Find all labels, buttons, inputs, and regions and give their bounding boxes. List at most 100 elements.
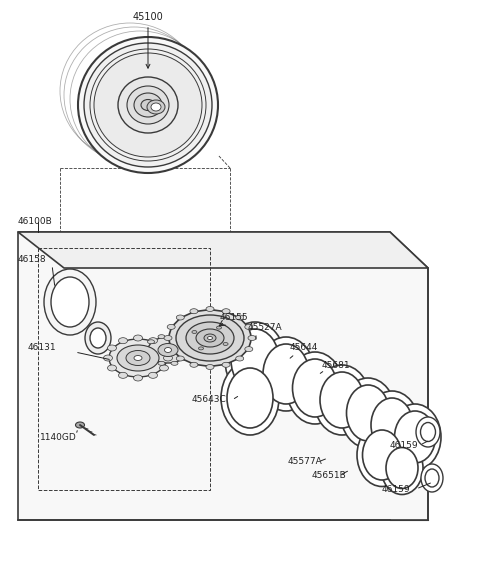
Ellipse shape bbox=[196, 329, 224, 347]
Ellipse shape bbox=[119, 338, 128, 344]
Ellipse shape bbox=[347, 385, 389, 441]
Ellipse shape bbox=[147, 100, 165, 114]
Ellipse shape bbox=[133, 375, 143, 381]
Ellipse shape bbox=[257, 337, 315, 411]
Ellipse shape bbox=[119, 372, 128, 379]
Ellipse shape bbox=[94, 53, 202, 157]
Ellipse shape bbox=[78, 37, 218, 173]
Ellipse shape bbox=[90, 49, 206, 161]
Ellipse shape bbox=[144, 348, 151, 352]
Ellipse shape bbox=[287, 352, 344, 424]
Ellipse shape bbox=[141, 99, 155, 110]
Ellipse shape bbox=[151, 103, 161, 111]
Polygon shape bbox=[18, 232, 428, 520]
Ellipse shape bbox=[164, 355, 172, 361]
Ellipse shape bbox=[147, 356, 155, 360]
Ellipse shape bbox=[148, 372, 157, 379]
Ellipse shape bbox=[127, 86, 169, 124]
Text: 45651B: 45651B bbox=[312, 472, 347, 480]
Ellipse shape bbox=[395, 411, 435, 463]
Ellipse shape bbox=[421, 464, 443, 492]
Ellipse shape bbox=[386, 447, 418, 488]
Text: 45527A: 45527A bbox=[248, 324, 283, 332]
Ellipse shape bbox=[51, 277, 89, 327]
Ellipse shape bbox=[192, 331, 197, 334]
Ellipse shape bbox=[206, 365, 214, 369]
Ellipse shape bbox=[292, 359, 337, 417]
Text: 45681: 45681 bbox=[322, 361, 350, 370]
Ellipse shape bbox=[176, 315, 184, 320]
Ellipse shape bbox=[159, 365, 168, 371]
Ellipse shape bbox=[236, 315, 244, 320]
Ellipse shape bbox=[118, 77, 178, 133]
Text: 1140GD: 1140GD bbox=[40, 434, 77, 443]
Ellipse shape bbox=[44, 269, 96, 335]
Text: 46159: 46159 bbox=[382, 486, 410, 495]
Ellipse shape bbox=[85, 322, 111, 354]
Ellipse shape bbox=[420, 423, 435, 442]
Text: 45100: 45100 bbox=[132, 12, 163, 68]
Ellipse shape bbox=[158, 335, 165, 339]
Ellipse shape bbox=[90, 328, 106, 348]
Ellipse shape bbox=[148, 337, 188, 363]
Ellipse shape bbox=[225, 322, 285, 398]
Ellipse shape bbox=[204, 334, 216, 342]
Ellipse shape bbox=[167, 347, 175, 351]
Ellipse shape bbox=[222, 309, 230, 314]
Ellipse shape bbox=[222, 362, 230, 367]
Ellipse shape bbox=[236, 356, 244, 361]
Ellipse shape bbox=[227, 368, 273, 428]
Ellipse shape bbox=[84, 43, 212, 167]
Text: 46159: 46159 bbox=[390, 442, 419, 450]
Ellipse shape bbox=[117, 345, 159, 371]
Ellipse shape bbox=[159, 345, 168, 351]
Ellipse shape bbox=[263, 344, 309, 404]
Ellipse shape bbox=[134, 93, 162, 117]
Ellipse shape bbox=[245, 347, 253, 351]
Ellipse shape bbox=[365, 391, 419, 459]
Ellipse shape bbox=[216, 326, 221, 329]
Ellipse shape bbox=[181, 340, 189, 344]
Ellipse shape bbox=[231, 329, 279, 391]
Ellipse shape bbox=[340, 378, 396, 448]
Ellipse shape bbox=[171, 361, 178, 365]
Ellipse shape bbox=[133, 335, 143, 341]
Ellipse shape bbox=[109, 339, 167, 377]
Ellipse shape bbox=[381, 442, 423, 495]
Ellipse shape bbox=[164, 335, 172, 340]
Ellipse shape bbox=[416, 417, 440, 447]
Ellipse shape bbox=[158, 361, 165, 365]
Ellipse shape bbox=[223, 343, 228, 346]
Ellipse shape bbox=[167, 324, 175, 329]
Ellipse shape bbox=[181, 356, 189, 360]
Text: 46100B: 46100B bbox=[18, 217, 53, 227]
Ellipse shape bbox=[389, 404, 441, 470]
Ellipse shape bbox=[126, 350, 150, 365]
Ellipse shape bbox=[425, 469, 439, 487]
Ellipse shape bbox=[147, 340, 155, 344]
Ellipse shape bbox=[190, 362, 198, 367]
Ellipse shape bbox=[134, 355, 142, 361]
Ellipse shape bbox=[207, 336, 213, 339]
Text: 45643C: 45643C bbox=[192, 395, 227, 405]
Ellipse shape bbox=[176, 315, 244, 361]
Text: 45644: 45644 bbox=[290, 343, 318, 353]
Text: 46158: 46158 bbox=[18, 255, 47, 265]
Ellipse shape bbox=[108, 345, 117, 351]
Ellipse shape bbox=[176, 356, 184, 361]
Ellipse shape bbox=[75, 422, 84, 428]
Ellipse shape bbox=[104, 355, 112, 361]
Ellipse shape bbox=[357, 424, 407, 487]
Ellipse shape bbox=[320, 372, 364, 428]
Ellipse shape bbox=[248, 335, 256, 340]
Ellipse shape bbox=[169, 310, 251, 366]
Text: 45577A: 45577A bbox=[288, 458, 323, 466]
Ellipse shape bbox=[171, 335, 178, 339]
Ellipse shape bbox=[206, 306, 214, 312]
Ellipse shape bbox=[158, 343, 178, 357]
Ellipse shape bbox=[190, 309, 198, 314]
Ellipse shape bbox=[314, 365, 370, 435]
Ellipse shape bbox=[185, 348, 192, 352]
Text: 46155: 46155 bbox=[220, 313, 249, 323]
Ellipse shape bbox=[165, 347, 171, 353]
